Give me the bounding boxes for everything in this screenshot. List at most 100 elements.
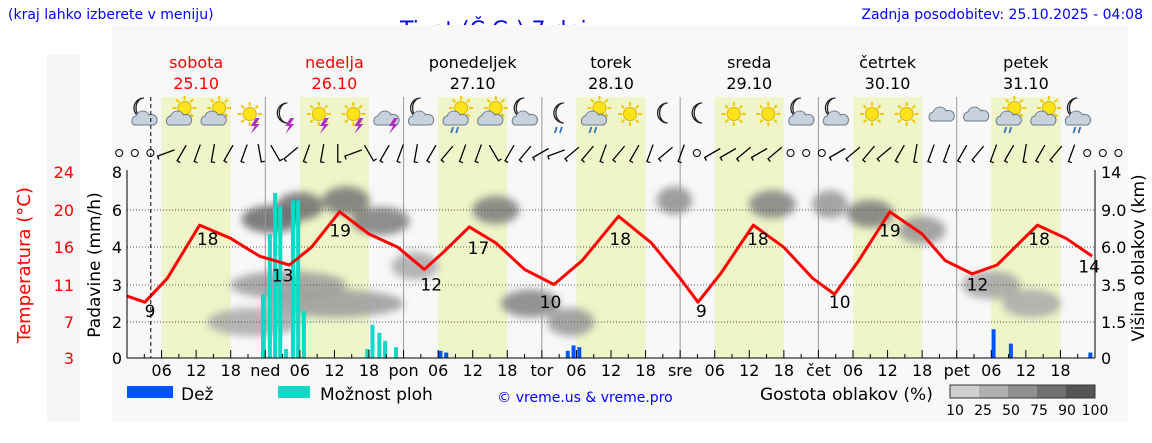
sun-ray [309, 118, 314, 124]
wind-calm-icon [1098, 149, 1107, 157]
temperature-line [126, 210, 1093, 304]
density-swatch [950, 385, 979, 398]
density-swatch [1008, 385, 1037, 398]
wind-barb-icon [379, 144, 390, 164]
credit-link[interactable]: © vreme.us & vreme.pro [497, 390, 672, 406]
x-tick-label: 18 [912, 361, 932, 380]
sun-ray [862, 104, 868, 110]
sun-ray [323, 104, 329, 110]
cloud-shape [1064, 110, 1092, 126]
x-day-label: ned [250, 361, 280, 380]
day-name: četrtek [859, 53, 917, 72]
wind-barb-icon [1049, 145, 1063, 163]
wind-barb-icon [956, 144, 968, 164]
temperature-label: 19 [879, 221, 901, 241]
moon-shape [691, 102, 703, 124]
temperature-label: 18 [197, 230, 219, 250]
rain-bar [1088, 352, 1093, 358]
cloud-shape [580, 110, 608, 126]
showers-bar [273, 192, 278, 358]
cloud-density-title: Gostota oblakov (%) [760, 385, 933, 405]
sun-disc [726, 107, 741, 121]
sun-ray [862, 118, 868, 124]
wind-barb-icon [989, 144, 998, 164]
x-tick-label: 18 [359, 361, 379, 380]
rain-drop [1072, 126, 1077, 134]
wind-barb-icon [703, 147, 721, 161]
temp-tick: 16 [54, 238, 74, 257]
cloud-shape [995, 110, 1022, 126]
x-tick-label: 18 [774, 361, 794, 380]
rain-drop [588, 126, 593, 134]
wind-barb-icon [876, 146, 892, 162]
wind-barb-icon [861, 145, 875, 163]
wind-calm-icon [1083, 149, 1092, 157]
sun-ray [620, 104, 626, 110]
cloud-shape [477, 110, 504, 126]
x-tick-label: 06 [566, 361, 586, 380]
sun-ray [1053, 98, 1059, 104]
precip-tick: 2 [112, 313, 122, 332]
lightning-bolt [250, 118, 260, 134]
temperature-label: 10 [540, 293, 562, 313]
wind-barb-icon [156, 149, 175, 160]
wind-barb-icon [488, 144, 502, 162]
sun-ray [1019, 98, 1024, 104]
wind-barb-icon [176, 144, 187, 164]
wind-barb-icon [344, 149, 363, 160]
precip-tick: 4 [112, 238, 122, 257]
temperature-label: 19 [329, 221, 351, 241]
showers-bar [290, 200, 295, 358]
sun-ray [189, 112, 194, 118]
density-level-label: 50 [1002, 403, 1020, 419]
wind-barb-icon [532, 147, 549, 161]
wind-barb-icon [828, 147, 846, 161]
wind-barb-icon [646, 144, 654, 164]
wind-barb-icon [504, 144, 515, 164]
sun-ray [1005, 98, 1010, 104]
x-tick-label: 12 [739, 361, 759, 380]
rain-drop [593, 126, 598, 134]
lightning-bolt [389, 118, 399, 134]
sun-disc [623, 107, 638, 121]
cloud-shape [788, 110, 815, 126]
cloud-shape [200, 110, 227, 126]
cloud-density-patch [322, 186, 370, 215]
wind-barb-icon [927, 144, 935, 164]
temperature-label: 18 [1028, 230, 1050, 250]
showers-bar [365, 349, 370, 358]
day-date: 30.10 [865, 74, 911, 93]
sun-ray [358, 104, 363, 110]
wind-barb-icon [302, 144, 311, 164]
region-hint[interactable]: (kraj lahko izberete v meniju) [8, 7, 214, 23]
temperature-label: 12 [420, 275, 442, 295]
x-tick-label: 12 [463, 361, 483, 380]
wind-barb-icon [735, 146, 752, 162]
sun-cloud-icon [165, 96, 197, 126]
cloud-height-tick: 3.5 [1101, 276, 1126, 295]
density-level-label: 75 [1030, 403, 1048, 419]
rain-drop [559, 126, 563, 134]
sun-ray [759, 104, 764, 110]
x-tick-label: 06 [843, 361, 863, 380]
sun-ray [634, 118, 640, 124]
wind-calm-icon [692, 149, 701, 157]
sun-icon [894, 102, 919, 126]
sun-ray [620, 118, 626, 124]
sun-ray [500, 98, 505, 104]
sun-ray [209, 98, 215, 104]
wind-barb-icon [440, 145, 454, 163]
sun-ray [486, 98, 491, 104]
x-day-label: tor [531, 361, 554, 380]
daytime-band [714, 97, 784, 358]
x-tick-label: 06 [428, 361, 448, 380]
wind-barb-icon [971, 145, 985, 163]
rain-drop [450, 126, 455, 134]
showers-bar [377, 332, 382, 358]
temp-tick: 11 [54, 276, 74, 295]
precip-tick: 8 [112, 163, 122, 182]
wind-barb-icon [677, 144, 685, 164]
wind-barb-icon [474, 144, 482, 164]
sun-ray [724, 104, 729, 110]
cloud-density-patch [656, 186, 693, 215]
